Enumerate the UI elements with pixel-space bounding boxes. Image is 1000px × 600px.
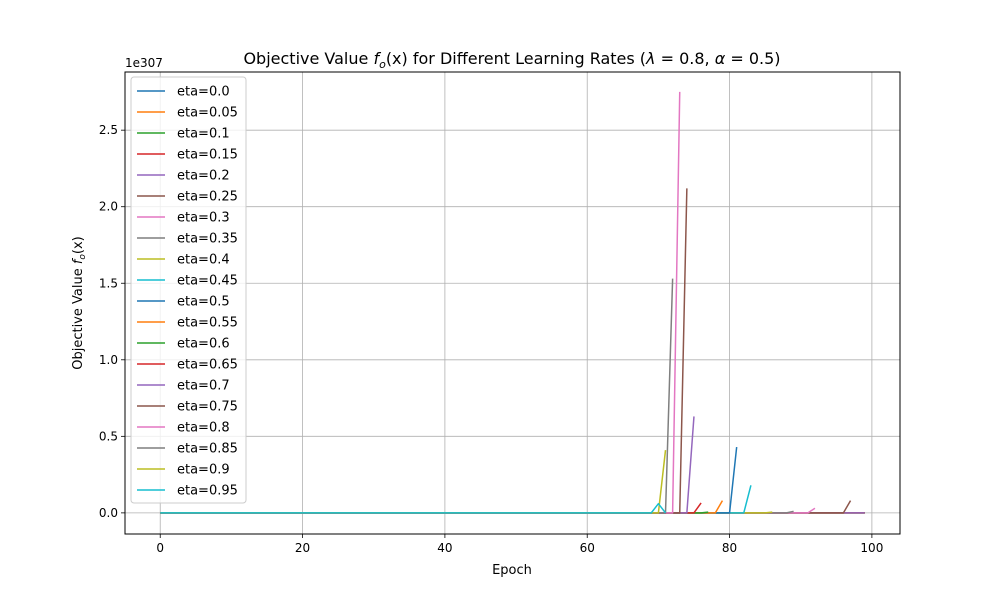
y-axis-label: Objective Value fo(x): [71, 236, 88, 370]
x-axis-ticks: 0 20 40 60 80 100: [156, 534, 883, 555]
ylabel-prefix: Objective Value: [71, 264, 86, 370]
chart-title: Objective Value fo(x) for Different Lear…: [243, 49, 780, 71]
x-axis-label: Epoch: [492, 563, 532, 578]
legend-label: eta=0.85: [177, 442, 238, 457]
ylabel-f: f: [71, 257, 86, 264]
y-tick-label: 1.5: [99, 276, 118, 290]
title-middle: for Different Learning Rates (: [408, 49, 646, 68]
legend-label: eta=0.45: [177, 274, 238, 289]
legend-label: eta=0.25: [177, 190, 238, 205]
y-tick-label: 0.0: [99, 506, 118, 520]
legend-label: eta=0.1: [177, 127, 230, 142]
title-x: (x): [386, 49, 408, 68]
y-scale-label: 1e307: [125, 56, 163, 70]
legend-label: eta=0.95: [177, 484, 238, 499]
x-tick-label: 20: [295, 541, 310, 555]
y-tick-label: 2.5: [99, 123, 118, 137]
title-lambda-eq: = 0.8,: [656, 49, 715, 68]
legend-label: eta=0.2: [177, 169, 230, 184]
plot-frame: [124, 71, 901, 535]
y-axis-ticks: 0.0 0.5 1.0 1.5 2.0 2.5: [99, 123, 125, 520]
ylabel-sub: o: [78, 254, 88, 260]
legend-label: eta=0.35: [177, 232, 238, 247]
legend-label: eta=0.05: [177, 106, 238, 121]
legend-box: [130, 76, 247, 504]
x-tick-label: 60: [580, 541, 595, 555]
legend-label: eta=0.65: [177, 358, 238, 373]
legend-label: eta=0.7: [177, 379, 230, 394]
legend-label: eta=0.75: [177, 400, 238, 415]
legend-label: eta=0.0: [177, 85, 230, 100]
legend-label: eta=0.3: [177, 211, 230, 226]
series-lines: [160, 91, 865, 514]
title-alpha-eq: = 0.5): [725, 49, 780, 68]
plot-area: [125, 72, 900, 534]
legend-label: eta=0.55: [177, 316, 238, 331]
legend-label: eta=0.8: [177, 421, 230, 436]
legend-label: eta=0.15: [177, 148, 238, 163]
y-tick-label: 0.5: [99, 429, 118, 443]
x-tick-label: 100: [860, 541, 883, 555]
y-tick-label: 1.0: [99, 353, 118, 367]
y-tick-label: 2.0: [99, 200, 118, 214]
title-f: f: [373, 49, 381, 68]
title-alpha: α: [715, 49, 726, 68]
legend-label: eta=0.5: [177, 295, 230, 310]
title-lambda: λ: [645, 49, 655, 68]
legend-label: eta=0.4: [177, 253, 230, 268]
title-sub: o: [379, 58, 386, 71]
title-prefix: Objective Value: [243, 49, 373, 68]
legend: eta=0.0 eta=0.05 eta=0.1 eta=0.15 eta=0.2 eta…: [130, 76, 247, 504]
x-tick-label: 0: [156, 541, 164, 555]
x-tick-label: 40: [437, 541, 452, 555]
ylabel-x: (x): [71, 236, 86, 254]
x-tick-label: 80: [722, 541, 737, 555]
series-line: [160, 502, 667, 514]
legend-label: eta=0.9: [177, 463, 230, 478]
legend-label: eta=0.6: [177, 337, 230, 352]
